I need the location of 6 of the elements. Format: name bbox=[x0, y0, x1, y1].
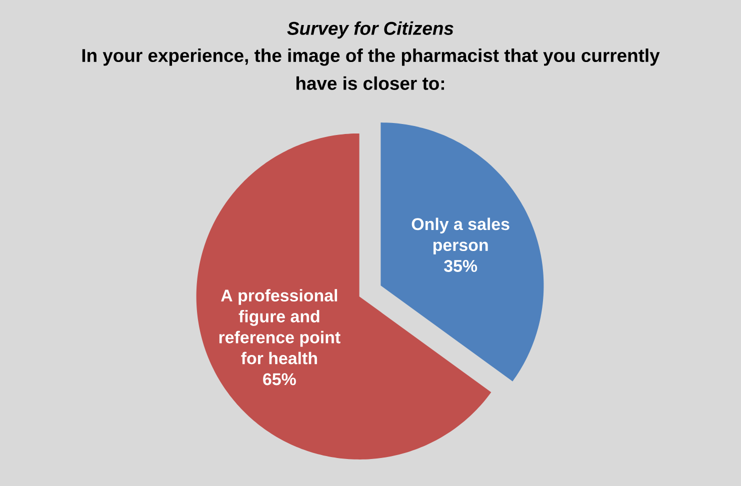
slice-label: A professional figure and reference point for health bbox=[219, 289, 340, 364]
chart-subtitle: In your experience, the image of the pharmacist that you currently have is closer to: bbox=[82, 48, 660, 90]
data-label: 65% bbox=[263, 373, 296, 386]
data-label: 35% bbox=[444, 260, 478, 272]
chart-title: Survey for Citizens bbox=[287, 21, 454, 39]
slice-label: Only a sales person bbox=[412, 218, 510, 254]
